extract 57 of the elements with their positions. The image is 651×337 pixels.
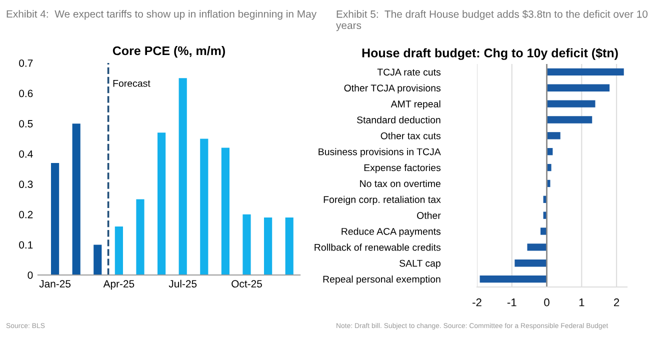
bar xyxy=(114,226,123,275)
bar xyxy=(221,148,230,275)
bar xyxy=(158,132,166,275)
y-tick-label: 0.6 xyxy=(19,90,33,98)
bar xyxy=(94,244,102,275)
x-tick-label: -1 xyxy=(507,298,516,306)
x-tick-label: Jan-25 xyxy=(39,280,71,288)
x-tick-label: 2 xyxy=(614,298,620,306)
bar xyxy=(546,116,592,124)
bar xyxy=(242,214,251,275)
y-tick-label: Reduce ACA payments xyxy=(342,228,441,237)
bar xyxy=(540,228,547,235)
y-tick-label: Other xyxy=(417,212,441,219)
y-tick-label: Standard deduction xyxy=(357,116,440,124)
bar xyxy=(546,132,560,140)
y-tick-label: Rollback of renewable credits xyxy=(314,244,441,251)
y-tick-label: Business provisions in TCJA xyxy=(318,148,441,158)
y-tick-label: 0.4 xyxy=(19,150,33,158)
chart-title: Exhibit 5: The draft House budget adds $3.8tn to the deficit over 10 years xyxy=(336,10,648,32)
x-tick-label: -2 xyxy=(472,298,482,306)
bar xyxy=(546,68,624,76)
y-tick-label: 0.7 xyxy=(19,60,33,67)
bar xyxy=(480,275,547,283)
bar xyxy=(178,78,187,275)
y-tick-label: Other TCJA provisions xyxy=(344,84,441,94)
bar xyxy=(527,244,547,251)
bar xyxy=(514,260,547,267)
x-tick-label: Oct-25 xyxy=(232,280,262,288)
chart-title: Exhibit 4: We expect tariffs to show up in inflation beginning in May xyxy=(6,10,317,20)
chart-subtitle: Core PCE (%, m/m) xyxy=(112,46,225,58)
y-tick-label: 0.1 xyxy=(19,241,33,249)
y-tick-label: SALT cap xyxy=(400,260,440,269)
x-tick-label: 0 xyxy=(544,298,550,306)
y-tick-label: 0.3 xyxy=(19,180,33,188)
bar xyxy=(136,199,144,275)
bar xyxy=(72,124,80,275)
y-tick-label: Foreign corp. retaliation tax xyxy=(324,196,441,205)
y-tick-label: 0.2 xyxy=(19,210,33,218)
annotation: Forecast xyxy=(113,80,150,87)
x-tick-label: Apr-25 xyxy=(103,280,134,290)
y-tick-label: 0 xyxy=(28,272,33,279)
y-tick-label: Expense factories xyxy=(364,164,441,174)
bar xyxy=(264,217,272,275)
y-tick-label: Repeal personal exemption xyxy=(323,276,440,285)
bar xyxy=(546,84,610,92)
x-tick-label: Jul-25 xyxy=(168,280,197,288)
chart-subtitle: House draft budget: Chg to 10y deficit ($tn) xyxy=(362,48,618,60)
bar xyxy=(50,162,60,275)
bar xyxy=(285,217,294,275)
y-tick-label: TCJA rate cuts xyxy=(377,68,441,76)
y-tick-label: No tax on overtime xyxy=(360,180,440,188)
bar xyxy=(546,100,596,108)
y-tick-label: AMT repeal xyxy=(390,100,440,110)
y-tick-label: 0.5 xyxy=(19,120,33,128)
bar xyxy=(200,138,208,275)
y-tick-label: Other tax cuts xyxy=(380,132,441,140)
x-tick-label: 1 xyxy=(579,298,584,306)
